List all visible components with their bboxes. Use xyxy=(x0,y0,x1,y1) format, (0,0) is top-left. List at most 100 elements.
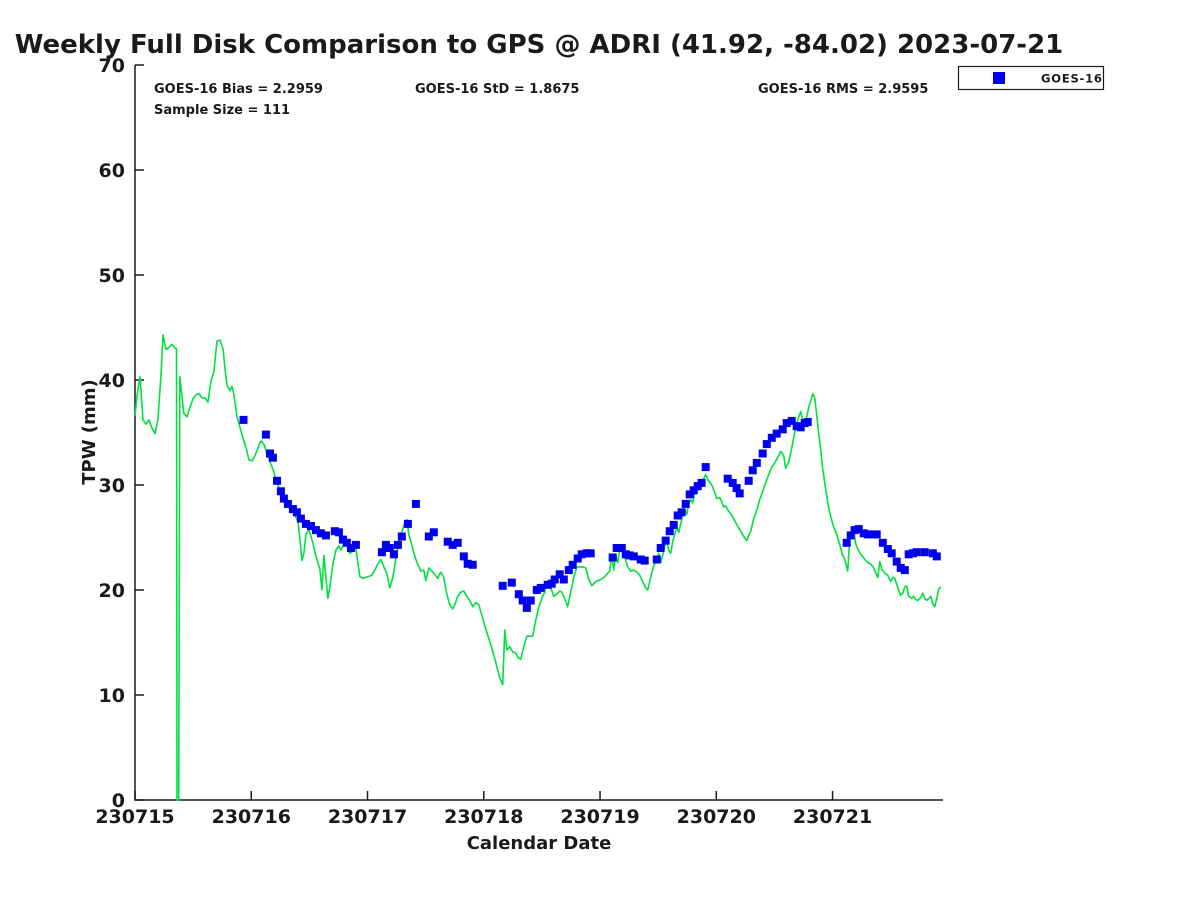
goes16-point xyxy=(518,596,527,605)
goes16-point xyxy=(573,554,582,563)
x-tick-label: 230719 xyxy=(560,806,639,828)
goes16-point xyxy=(778,425,787,434)
goes16-point xyxy=(723,474,732,483)
goes16-point xyxy=(629,552,638,561)
goes16-point xyxy=(728,478,737,487)
goes16-point xyxy=(697,478,706,487)
goes16-point xyxy=(772,429,781,438)
goes16-point xyxy=(306,522,315,530)
goes16-point xyxy=(239,415,248,424)
goes16-point xyxy=(346,544,355,552)
goes16-point xyxy=(787,416,796,425)
goes16-point xyxy=(689,486,698,495)
goes16-point xyxy=(550,575,559,584)
goes16-point xyxy=(463,559,472,568)
goes16-point xyxy=(796,423,805,432)
x-tick-label: 230716 xyxy=(212,806,291,828)
goes16-point xyxy=(448,540,457,549)
axis-spines xyxy=(134,65,943,801)
goes16-point xyxy=(748,466,757,475)
goes16-point xyxy=(547,579,556,588)
goes16-point xyxy=(767,433,776,442)
goes16-point xyxy=(393,540,402,549)
goes16-point xyxy=(279,494,288,503)
axes: 0 10 20 30 40 50 60 70 230715 230716 230717 230718 2… xyxy=(95,55,943,828)
goes16-point xyxy=(498,581,507,590)
goes16-point xyxy=(397,532,406,541)
legend-label-goes16: GOES-16 xyxy=(1041,72,1103,86)
goes16-point xyxy=(292,508,301,517)
goes16-point xyxy=(850,526,859,535)
goes16-point xyxy=(443,537,452,546)
goes16-point xyxy=(685,490,694,499)
goes16-point xyxy=(803,418,812,426)
goes16-point xyxy=(701,463,710,472)
goes16-point xyxy=(883,545,892,553)
goes16-point xyxy=(842,538,851,547)
x-tick-label: 230715 xyxy=(95,806,174,828)
gps-line xyxy=(134,334,942,801)
x-tick-label: 230720 xyxy=(677,806,756,828)
goes16-point xyxy=(261,430,270,439)
goes16-point xyxy=(385,544,394,552)
goes16-point xyxy=(669,520,678,529)
goes16-point xyxy=(854,525,863,534)
y-tick-label: 0 xyxy=(112,790,125,812)
goes16-point xyxy=(762,440,771,449)
goes16-point xyxy=(640,556,649,565)
goes16-point xyxy=(677,508,686,517)
goes16-point xyxy=(612,544,621,552)
goes16-point xyxy=(459,552,468,561)
stat-rms: GOES-16 RMS = 2.9595 xyxy=(758,82,928,97)
goes16-point xyxy=(568,560,577,569)
goes16-point xyxy=(429,528,438,537)
goes16-point xyxy=(377,548,386,557)
goes16-point xyxy=(625,551,634,560)
goes16-point xyxy=(453,538,462,547)
goes16-point xyxy=(744,476,753,485)
goes16-point xyxy=(608,553,617,562)
x-tick-label: 230717 xyxy=(328,806,407,828)
goes16-point xyxy=(887,549,896,558)
goes16-point xyxy=(296,514,305,523)
goes16-point xyxy=(389,550,398,559)
goes16-point xyxy=(351,540,360,549)
goes16-point xyxy=(681,499,690,508)
goes16-point xyxy=(411,499,420,508)
y-tick-label: 40 xyxy=(99,370,125,392)
page-title: Weekly Full Disk Comparison to GPS @ ADR… xyxy=(15,30,1064,60)
goes16-point xyxy=(656,544,665,552)
goes16-point xyxy=(863,530,872,539)
goes16-point xyxy=(342,538,351,547)
goes16-point xyxy=(912,548,921,557)
goes16-point xyxy=(872,530,881,539)
goes16-point xyxy=(507,578,516,587)
goes16-point xyxy=(468,560,477,569)
x-tick-label: 230718 xyxy=(444,806,523,828)
goes16-point xyxy=(665,527,674,536)
goes16-point xyxy=(752,458,761,467)
goes16-point xyxy=(892,557,901,566)
goes16-point xyxy=(301,519,310,528)
y-tick-label: 10 xyxy=(99,685,125,707)
plot-area xyxy=(134,334,942,801)
goes16-point xyxy=(920,548,929,557)
goes16-point xyxy=(559,575,568,584)
goes16-point xyxy=(273,476,281,485)
goes16-point xyxy=(758,449,767,458)
goes16-point xyxy=(617,544,626,552)
goes16-point xyxy=(316,529,325,538)
goes16-point xyxy=(424,532,433,541)
goes16-point xyxy=(932,552,941,561)
goes16-point xyxy=(311,526,320,535)
goes16-point xyxy=(896,563,905,572)
goes16-point xyxy=(283,499,292,508)
legend-goes16-marker-icon xyxy=(993,72,1005,84)
goes16-point xyxy=(536,583,545,592)
goes16-point xyxy=(268,453,277,462)
goes16-point xyxy=(276,487,285,496)
y-tick-label: 20 xyxy=(99,580,125,602)
stat-bias: GOES-16 Bias = 2.2959 xyxy=(154,82,323,97)
goes16-point xyxy=(846,531,855,540)
